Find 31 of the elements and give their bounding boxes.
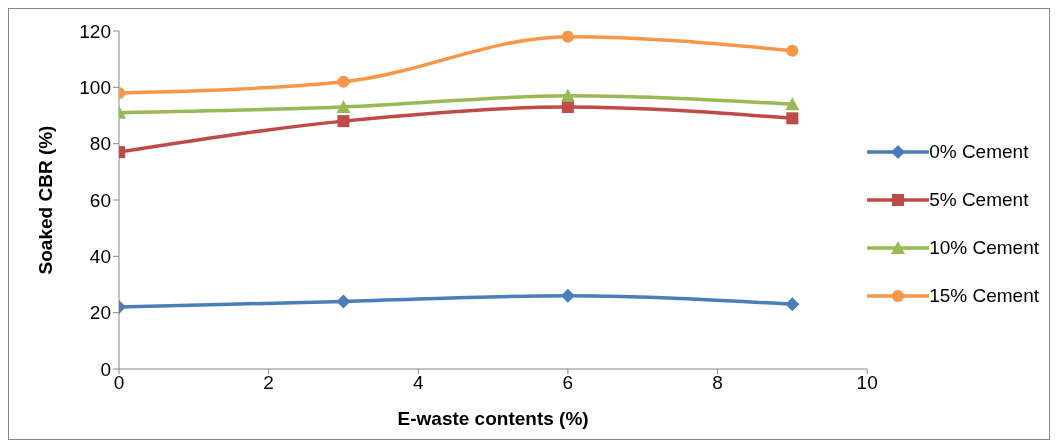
point xyxy=(336,100,351,114)
y-tick-label: 120 xyxy=(79,20,111,42)
legend-label: 10% Cement xyxy=(929,237,1039,259)
x-tick-label: 6 xyxy=(562,372,574,394)
point xyxy=(561,101,574,114)
point xyxy=(337,75,350,88)
point xyxy=(786,112,799,125)
y-tick-label: 0 xyxy=(100,358,111,380)
point xyxy=(561,31,574,43)
y-tick-label: 100 xyxy=(79,77,111,99)
x-tick-label: 8 xyxy=(712,372,723,394)
x-tick-label: 10 xyxy=(856,372,878,394)
x-tick-label: 0 xyxy=(113,372,125,394)
point xyxy=(560,288,575,303)
y-tick-label: 60 xyxy=(89,189,111,211)
point xyxy=(785,97,800,111)
point xyxy=(336,294,351,309)
y-tick-label: 20 xyxy=(89,302,111,324)
y-tick-label: 80 xyxy=(89,133,111,155)
y-tick-label: 40 xyxy=(89,246,111,268)
point xyxy=(560,88,575,102)
legend-label: 0% Cement xyxy=(929,141,1029,163)
point xyxy=(786,44,799,57)
legend-label: 5% Cement xyxy=(929,189,1029,211)
point xyxy=(337,115,350,128)
x-tick-label: 4 xyxy=(412,372,424,394)
x-tick-label: 2 xyxy=(263,372,274,394)
x-axis-title: E-waste contents (%) xyxy=(397,408,589,429)
point xyxy=(785,297,800,312)
legend-label: 15% Cement xyxy=(929,285,1039,307)
y-axis-title: Soaked CBR (%) xyxy=(34,125,56,275)
